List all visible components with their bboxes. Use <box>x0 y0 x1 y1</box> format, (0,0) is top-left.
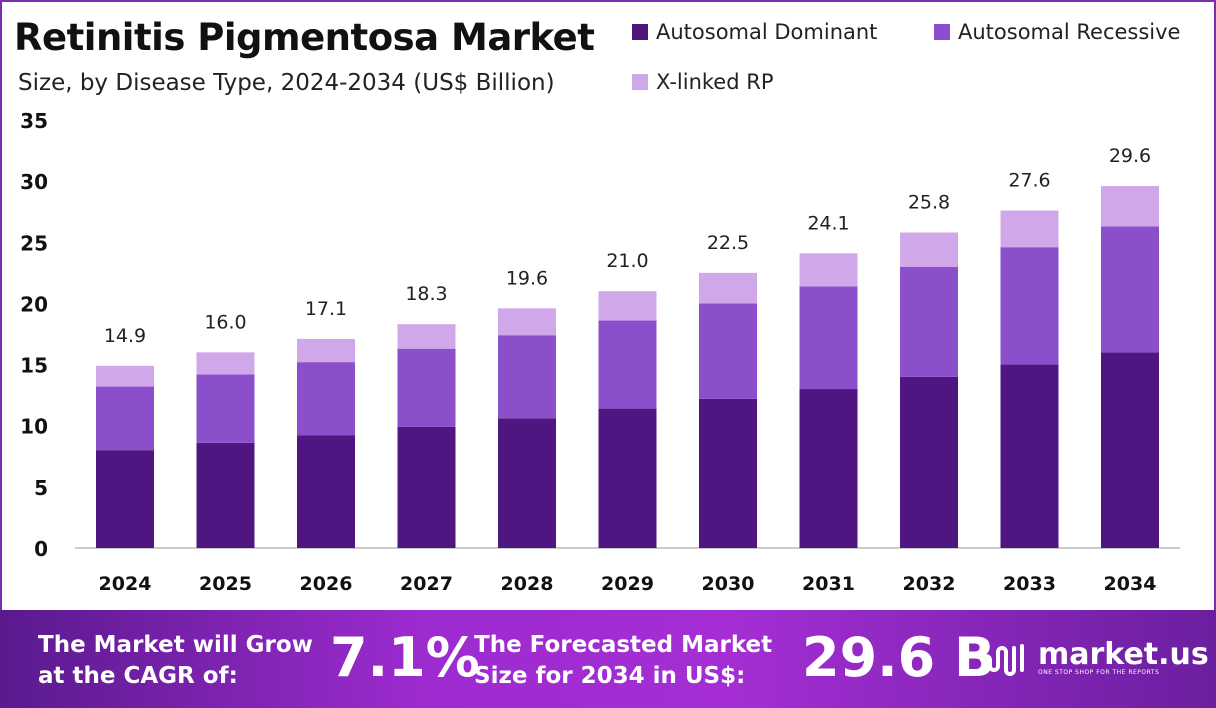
cagr-label-line-1: The Market will Grow <box>38 632 313 658</box>
forecast-label-line-1: The Forecasted Market <box>474 632 773 658</box>
data-label: 18.3 <box>405 283 447 305</box>
bar-segment-autosomal-dominant <box>196 442 255 548</box>
bar-segment-x-linked-rp <box>498 308 556 336</box>
legend-swatch <box>632 74 648 90</box>
bar-segment-autosomal-dominant <box>96 450 154 548</box>
y-tick-label: 0 <box>34 537 48 561</box>
x-tick-label: 2034 <box>1104 573 1157 595</box>
x-tick-label: 2032 <box>903 573 956 595</box>
bar-segment-autosomal-dominant <box>799 389 858 548</box>
data-label: 21.0 <box>606 250 648 272</box>
data-label: 16.0 <box>204 311 246 333</box>
bar-segment-autosomal-dominant <box>1000 364 1059 548</box>
chart-frame <box>0 0 1216 610</box>
chart-subtitle: Size, by Disease Type, 2024-2034 (US$ Bi… <box>18 70 555 96</box>
legend-label: X-linked RP <box>656 70 774 94</box>
bar-segment-x-linked-rp <box>297 338 355 363</box>
y-tick-label: 35 <box>20 109 48 133</box>
bar-segment-autosomal-dominant <box>900 376 958 548</box>
stacked-bar-chart: 0510152025303514.9202416.0202517.1202618… <box>20 109 1180 595</box>
bar-segment-autosomal-recessive <box>598 320 657 409</box>
bar-segment-autosomal-recessive <box>498 335 556 419</box>
x-tick-label: 2030 <box>702 573 755 595</box>
legend-item-x-linked-rp: X-linked RP <box>632 70 774 94</box>
bar-segment-autosomal-dominant <box>498 418 556 548</box>
bar-segment-x-linked-rp <box>900 232 958 267</box>
bar-segment-autosomal-recessive <box>297 362 355 436</box>
x-tick-label: 2024 <box>99 573 152 595</box>
y-tick-label: 15 <box>20 354 48 378</box>
bar-segment-x-linked-rp <box>1101 186 1159 227</box>
footer-banner: The Market will Grow at the CAGR of: 7.1… <box>0 610 1216 708</box>
bar-segment-x-linked-rp <box>598 291 657 321</box>
legend-swatch <box>934 24 950 40</box>
x-tick-label: 2025 <box>199 573 252 595</box>
forecast-value: 29.6 B <box>802 626 996 689</box>
data-label: 25.8 <box>908 192 950 214</box>
cagr-label-line-2: at the CAGR of: <box>38 663 238 689</box>
y-tick-label: 5 <box>34 476 48 500</box>
logo-tagline: ONE STOP SHOP FOR THE REPORTS <box>1038 668 1160 676</box>
bar-segment-autosomal-dominant <box>297 435 355 548</box>
bar-segment-autosomal-recessive <box>699 303 757 399</box>
logo-icon <box>980 644 1024 676</box>
x-tick-label: 2027 <box>400 573 453 595</box>
legend-label: Autosomal Dominant <box>656 20 878 44</box>
bar-segment-autosomal-recessive <box>397 348 456 427</box>
legend-item-autosomal-dominant: Autosomal Dominant <box>632 20 877 44</box>
x-tick-label: 2031 <box>802 573 855 595</box>
x-tick-label: 2026 <box>300 573 353 595</box>
bar-segment-autosomal-recessive <box>96 386 154 451</box>
x-tick-label: 2029 <box>601 573 654 595</box>
legend-label: Autosomal Recessive <box>958 20 1181 44</box>
data-label: 17.1 <box>305 298 347 320</box>
bar-segment-autosomal-recessive <box>900 266 958 377</box>
bar-segment-x-linked-rp <box>96 365 154 387</box>
y-tick-label: 10 <box>20 415 48 439</box>
data-label: 24.1 <box>807 212 849 234</box>
bar-segment-autosomal-recessive <box>799 286 858 390</box>
market-us-logo: market.us ONE STOP SHOP FOR THE REPORTS <box>978 638 1209 678</box>
x-tick-label: 2028 <box>501 573 554 595</box>
data-label: 27.6 <box>1008 169 1050 191</box>
bar-segment-autosomal-recessive <box>1000 247 1059 365</box>
bar-segment-x-linked-rp <box>1000 210 1059 248</box>
x-tick-label: 2033 <box>1003 573 1056 595</box>
forecast-label-line-2: Size for 2034 in US$: <box>474 663 746 689</box>
bar-segment-x-linked-rp <box>196 352 255 375</box>
bar-segment-autosomal-dominant <box>397 426 456 548</box>
data-label: 14.9 <box>104 325 146 347</box>
bar-segment-x-linked-rp <box>699 272 757 304</box>
bar-segment-autosomal-dominant <box>598 408 657 548</box>
cagr-value: 7.1% <box>330 626 480 689</box>
data-label: 22.5 <box>707 232 749 254</box>
bar-segment-autosomal-recessive <box>196 374 255 443</box>
legend-swatch <box>632 24 648 40</box>
bar-segment-autosomal-dominant <box>1101 352 1159 548</box>
bar-segment-autosomal-recessive <box>1101 226 1159 353</box>
data-label: 29.6 <box>1109 145 1151 167</box>
logo-text: market.us <box>1038 636 1209 672</box>
y-tick-label: 25 <box>20 231 48 255</box>
legend-item-autosomal-recessive: Autosomal Recessive <box>934 20 1180 44</box>
forecast-label: The Forecasted Market Size for 2034 in U… <box>474 630 772 692</box>
y-tick-label: 30 <box>20 170 48 194</box>
chart-title: Retinitis Pigmentosa Market <box>14 16 595 59</box>
cagr-label: The Market will Grow at the CAGR of: <box>38 630 313 692</box>
data-label: 19.6 <box>506 267 548 289</box>
bar-segment-autosomal-dominant <box>699 398 757 548</box>
y-tick-label: 20 <box>20 292 48 316</box>
bar-segment-x-linked-rp <box>799 253 858 287</box>
bar-segment-x-linked-rp <box>397 324 456 349</box>
